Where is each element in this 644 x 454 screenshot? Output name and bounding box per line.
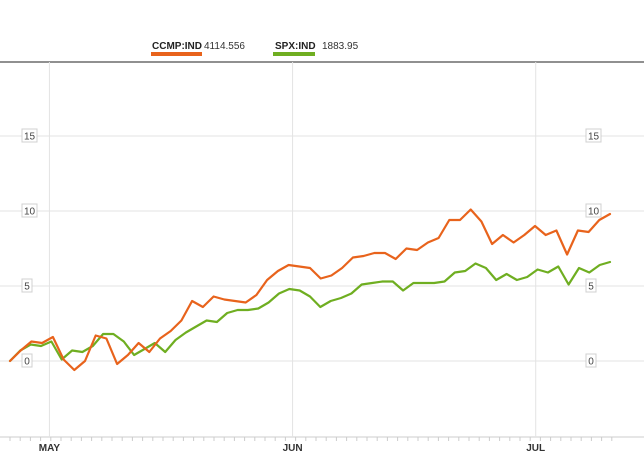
y-tick-box: [585, 278, 597, 293]
y-tick-label-left: 15: [24, 132, 36, 143]
y-tick-label-left: 10: [24, 207, 36, 218]
x-month-label: JUL: [526, 443, 545, 454]
legend-item-spx[interactable]: SPX:IND 1883.95: [273, 41, 359, 56]
y-tick-label-right: 5: [588, 282, 594, 293]
x-month-label: MAY: [39, 443, 61, 454]
axis-labels: 0 0 5 5 10 10 15 15 MAY JUN JUL: [21, 128, 602, 454]
y-tick-box: [21, 128, 38, 143]
series-lines: [8, 208, 612, 372]
y-tick-box: [585, 353, 597, 368]
legend-value-spx: 1883.95: [322, 41, 359, 52]
series-line-ccmp: [8, 208, 612, 372]
y-tick-box: [21, 203, 38, 218]
legend-label-ccmp: CCMP:IND: [152, 41, 202, 52]
legend-swatch-spx: [273, 52, 315, 56]
legend: CCMP:IND 4114.556 SPX:IND 1883.95: [151, 41, 359, 56]
legend-label-spx: SPX:IND: [275, 41, 316, 52]
legend-value-ccmp: 4114.556: [204, 41, 245, 52]
legend-item-ccmp[interactable]: CCMP:IND 4114.556: [151, 41, 245, 56]
y-tick-label-left: 5: [24, 282, 30, 293]
y-tick-box: [585, 128, 602, 143]
y-tick-box: [21, 353, 33, 368]
x-month-label: JUN: [283, 443, 303, 454]
y-tick-label-left: 0: [24, 357, 30, 368]
y-tick-label-right: 10: [588, 207, 600, 218]
y-tick-box: [21, 278, 33, 293]
y-tick-label-right: 15: [588, 132, 600, 143]
y-tick-label-right: 0: [588, 357, 594, 368]
gridlines: [0, 62, 644, 441]
series-line-spx: [8, 260, 612, 363]
y-tick-box: [585, 203, 602, 218]
legend-swatch-ccmp: [151, 52, 202, 56]
